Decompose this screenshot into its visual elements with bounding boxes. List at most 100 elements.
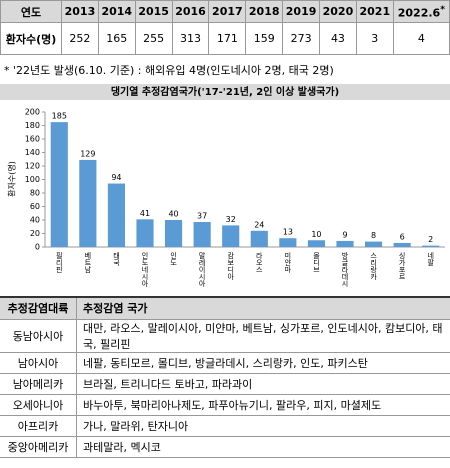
x-tick-label: 네팔 (427, 251, 435, 266)
bar (336, 240, 354, 247)
x-tick-label: 몰디브 (312, 252, 320, 273)
chart: 댕기열 추정감염국가('17-'21년, 2인 이상 발생국가) 환자수(명) … (0, 84, 450, 288)
y-tick-label: 80 (30, 189, 40, 198)
data-label: 13 (283, 228, 293, 237)
data-label: 32 (226, 215, 236, 224)
header-row: 추정감염대륙 추정감염 국가 (0, 296, 450, 320)
table-row: 남아시아 네팔, 동티모르, 몰디브, 방글라데시, 스리랑카, 인도, 파키스탄 (0, 351, 450, 374)
year-cell: 2016 (171, 0, 210, 23)
x-tick-label: 스리랑카 (370, 252, 378, 281)
data-label: 8 (371, 231, 376, 240)
x-tick-label: 말레이시아 (198, 252, 206, 288)
year: 2017 (212, 5, 243, 18)
year-cell: 2021 (355, 0, 394, 23)
year: 2013 (64, 5, 96, 18)
x-tick-label: 인도네시아 (141, 251, 149, 288)
data-label: 41 (140, 209, 150, 218)
year-cell: 2018 (245, 0, 284, 23)
year-cell: 2013 (61, 0, 99, 23)
data-label: 129 (80, 149, 95, 158)
y-tick-label: 60 (30, 202, 40, 211)
bar (250, 230, 268, 247)
countries-cell: 대만, 라오스, 말레이시아, 미얀마, 베트남, 싱가포르, 인도네시아, 캄… (76, 318, 450, 353)
year: 2021 (359, 5, 391, 18)
bar (222, 225, 240, 247)
value-cell: 4 (392, 22, 450, 55)
data-label: 2 (428, 235, 433, 244)
y-tick-label: 40 (30, 216, 40, 225)
countries-cell: 과테말라, 멕시코 (76, 435, 450, 458)
region-cell: 오세아니아 (0, 393, 77, 416)
x-tick-label: 베트남 (84, 251, 92, 273)
value-cell: 3 (355, 22, 394, 55)
value-cell: 165 (97, 22, 136, 55)
region-cell: 아프리카 (0, 414, 77, 437)
value-cell: 43 (319, 22, 357, 55)
header-cell: 추정감염대륙 (0, 296, 77, 320)
year: 2020 (322, 5, 354, 18)
region-table: 추정감염대륙 추정감염 국가 동남아시아 대만, 라오스, 말레이시아, 미얀마, 베… (0, 296, 450, 458)
region-cell: 중앙아메리카 (0, 435, 77, 458)
y-tick-label: 0 (35, 243, 40, 252)
value-cell: 171 (208, 22, 247, 55)
bar (79, 159, 97, 247)
y-tick-label: 180 (25, 121, 40, 130)
region-cell: 남아메리카 (0, 372, 77, 395)
bar (50, 122, 68, 247)
data-label: 10 (311, 230, 321, 239)
year: 2016 (175, 5, 206, 18)
y-axis-label: 환자수(명) (7, 161, 17, 197)
value-cell: 159 (245, 22, 284, 55)
year-cell: 2019 (282, 0, 321, 23)
value-cell: 252 (61, 22, 99, 55)
year-cell: 2017 (208, 0, 247, 23)
x-tick-label: 미얀마 (284, 251, 292, 274)
y-tick-label: 140 (25, 148, 40, 157)
chart-title-bg (0, 84, 450, 100)
year-cell: 2014 (97, 0, 136, 23)
data-label: 37 (197, 212, 207, 221)
value-cell: 255 (134, 22, 173, 55)
countries-cell: 바누아투, 북마리아나제도, 파푸아뉴기니, 팔라우, 피지, 마셜제도 (76, 393, 450, 416)
year-mark: * (440, 3, 445, 15)
bar (393, 242, 411, 247)
table-row: 동남아시아 대만, 라오스, 말레이시아, 미얀마, 베트남, 싱가포르, 인도네… (0, 318, 450, 353)
table-row: 오세아니아 바누아투, 북마리아나제도, 파푸아뉴기니, 팔라우, 피지, 마셜제… (0, 393, 450, 416)
y-tick-label: 120 (25, 162, 40, 171)
x-tick-label: 싱가포르 (398, 251, 406, 280)
bar (107, 183, 125, 247)
year-cell: 2022.6* (392, 0, 450, 23)
table-row: 아프리카 가나, 말라위, 탄자니아 (0, 414, 450, 437)
bar (279, 238, 297, 247)
year-cell: 2015 (134, 0, 173, 23)
summary-table: 연도 2013 2014 2015 2016 2017 2018 2019 2020 2021 20… (0, 0, 450, 55)
value-header: 환자수(명) (0, 22, 62, 55)
x-tick-label: 태국 (112, 252, 120, 267)
bar (307, 240, 325, 247)
countries-cell: 네팔, 동티모르, 몰디브, 방글라데시, 스리랑카, 인도, 파키스탄 (76, 351, 450, 374)
x-tick-label: 방글라데시 (341, 251, 349, 287)
data-label: 24 (254, 220, 264, 229)
y-tick-label: 20 (30, 229, 40, 238)
region-cell: 남아시아 (0, 351, 77, 374)
header-cell: 추정감염 국가 (76, 296, 450, 320)
year: 2018 (248, 5, 280, 18)
table-row: 중앙아메리카 과테말라, 멕시코 (0, 435, 450, 458)
year: 2015 (138, 5, 169, 18)
data-label: 185 (52, 112, 67, 121)
data-label: 9 (342, 230, 347, 239)
x-tick-label: 인도 (170, 251, 178, 266)
x-tick-label: 필리핀 (55, 251, 63, 273)
bar (165, 220, 183, 247)
year: 2014 (101, 5, 133, 18)
value-cell: 273 (282, 22, 321, 55)
row-header: 연도 (0, 0, 62, 23)
value-cell: 313 (171, 22, 210, 55)
data-label: 40 (168, 210, 178, 219)
y-tick-label: 100 (25, 175, 40, 184)
y-tick-label: 160 (25, 135, 40, 144)
countries-cell: 가나, 말라위, 탄자니아 (76, 414, 450, 437)
year: 2022.6 (397, 6, 441, 20)
bar (193, 222, 211, 247)
